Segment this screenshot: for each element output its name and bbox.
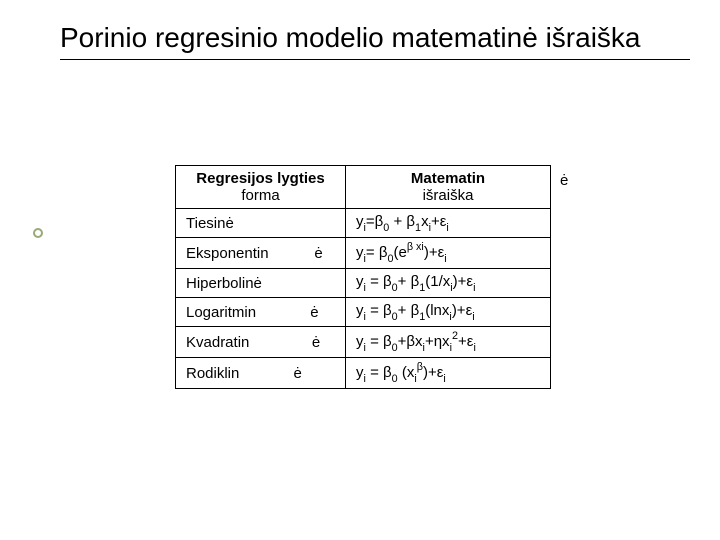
row-label-hyperbolic: Hiperbolinė	[176, 269, 346, 298]
header-form: Regresijos lygties forma	[176, 166, 346, 209]
table-row: Tiesinė yi=β0 + β1xi+εi	[176, 209, 551, 238]
header-form-line1: Regresijos lygties	[196, 170, 324, 187]
table-row: Rodiklin ė yi = β0 (xiβ)+εi	[176, 358, 551, 389]
regression-table-container: Regresijos lygties forma Matematin išrai…	[175, 165, 551, 389]
table-row: Eksponentin ė yi= β0(eβ xi)+εi	[176, 238, 551, 269]
row-label-quadratic-b: ė	[312, 334, 320, 351]
row-label-exponential: Eksponentin ė	[176, 238, 346, 269]
row-formula-linear: yi=β0 + β1xi+εi	[346, 209, 551, 238]
row-label-quadratic-a: Kvadratin	[186, 334, 249, 351]
slide: Porinio regresinio modelio matematinė iš…	[0, 0, 720, 540]
header-expr-line2: išraiška	[423, 187, 474, 204]
row-formula-hyperbolic: yi = β0+ β1(1/xi)+εi	[346, 269, 551, 298]
row-label-exponential-b: ė	[314, 245, 322, 262]
row-formula-exponential: yi= β0(eβ xi)+εi	[346, 238, 551, 269]
row-formula-power: yi = β0 (xiβ)+εi	[346, 358, 551, 389]
header-form-line2: forma	[241, 187, 279, 204]
table-row: Kvadratin ė yi = β0+βxi+ηxi2+εi	[176, 327, 551, 358]
header-expr-line1: Matematin	[411, 170, 485, 187]
row-label-power-a: Rodiklin	[186, 365, 239, 382]
table-row: Logaritmin ė yi = β0+ β1(lnxi)+εi	[176, 298, 551, 327]
page-title: Porinio regresinio modelio matematinė iš…	[60, 20, 690, 55]
row-formula-logarithmic: yi = β0+ β1(lnxi)+εi	[346, 298, 551, 327]
title-block: Porinio regresinio modelio matematinė iš…	[60, 20, 690, 60]
header-expression: Matematin išraiška	[346, 166, 551, 209]
table-row: Hiperbolinė yi = β0+ β1(1/xi)+εi	[176, 269, 551, 298]
row-label-quadratic: Kvadratin ė	[176, 327, 346, 358]
title-underline	[60, 59, 690, 60]
row-label-logarithmic-b: ė	[310, 304, 318, 321]
row-label-power: Rodiklin ė	[176, 358, 346, 389]
table-header-row: Regresijos lygties forma Matematin išrai…	[176, 166, 551, 209]
row-label-power-b: ė	[294, 365, 302, 382]
row-label-logarithmic: Logaritmin ė	[176, 298, 346, 327]
row-label-linear: Tiesinė	[176, 209, 346, 238]
regression-table: Regresijos lygties forma Matematin išrai…	[175, 165, 551, 389]
row-label-exponential-a: Eksponentin	[186, 245, 269, 262]
row-label-logarithmic-a: Logaritmin	[186, 304, 256, 321]
stray-diacritic-header: ė	[560, 172, 568, 189]
bullet-ring-icon	[33, 228, 43, 238]
row-formula-quadratic: yi = β0+βxi+ηxi2+εi	[346, 327, 551, 358]
